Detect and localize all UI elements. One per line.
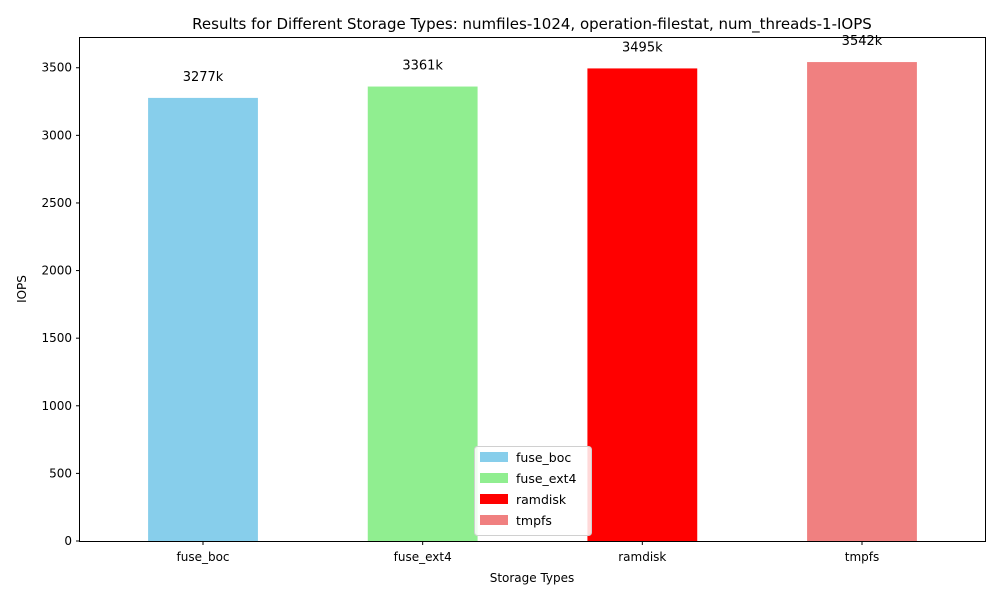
- legend-swatch: [480, 515, 508, 525]
- x-tick-label: fuse_ext4: [394, 550, 452, 564]
- y-tick-label: 500: [49, 466, 72, 480]
- x-tick-label: ramdisk: [618, 550, 666, 564]
- x-tick-label: fuse_boc: [176, 550, 229, 564]
- legend-label: tmpfs: [516, 513, 552, 528]
- legend-label: fuse_boc: [516, 450, 571, 465]
- legend-swatch: [480, 452, 508, 462]
- bar-labels-layer: 3277k 3361k 3495k 3542k: [183, 34, 883, 85]
- bar: [587, 68, 698, 541]
- x-axis: fuse_boc fuse_ext4 ramdisk tmpfs: [176, 541, 879, 564]
- y-tick-label: 0: [64, 534, 72, 548]
- bar-value-label: 3542k: [842, 34, 883, 49]
- bar-value-label: 3495k: [622, 40, 663, 55]
- chart-title: Results for Different Storage Types: num…: [192, 15, 872, 34]
- y-tick-label: 3500: [41, 61, 72, 75]
- legend-label: ramdisk: [516, 492, 567, 507]
- y-tick-label: 2500: [41, 196, 72, 210]
- y-tick-label: 1000: [41, 399, 72, 413]
- legend-swatch: [480, 494, 508, 504]
- legend-frame: [474, 446, 592, 536]
- bars-layer: [148, 62, 917, 542]
- y-axis-title: IOPS: [15, 275, 29, 303]
- legend-swatch: [480, 473, 508, 483]
- bar: [148, 97, 258, 541]
- plot-frame: [79, 37, 986, 542]
- x-axis-title: Storage Types: [490, 571, 575, 585]
- x-tick-label: tmpfs: [845, 550, 880, 564]
- bar-value-label: 3361k: [402, 59, 443, 74]
- legend-label: fuse_ext4: [516, 471, 577, 486]
- y-tick-label: 2000: [41, 264, 72, 278]
- y-axis: 0 500 1000 1500 2000 2500 3000 3500: [41, 61, 80, 548]
- bar-value-label: 3277k: [183, 70, 224, 85]
- bar: [807, 62, 917, 542]
- y-tick-label: 3000: [41, 128, 72, 142]
- bar: [367, 86, 478, 541]
- y-tick-label: 1500: [41, 331, 72, 345]
